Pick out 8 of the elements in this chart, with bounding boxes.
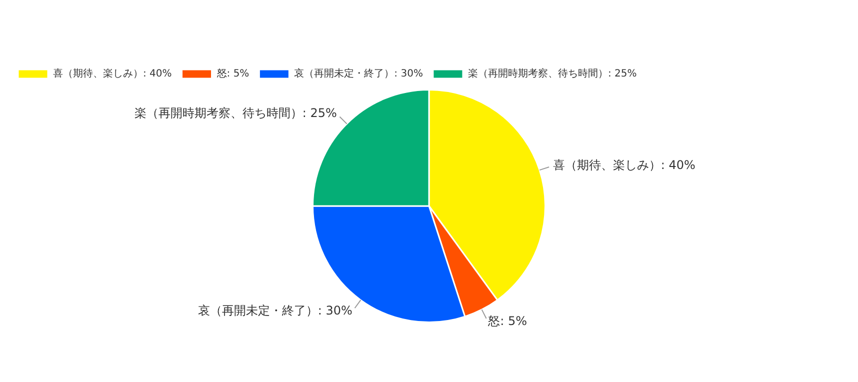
slice-label: 哀（再開未定・終了）: 30% (198, 304, 352, 318)
slice-label: 怒: 5% (487, 314, 528, 328)
slice-label: 喜（期待、楽しみ）: 40% (552, 158, 696, 172)
legend-label: 楽（再開時期考察、待ち時間）: 25% (468, 68, 637, 80)
legend-label: 喜（期待、楽しみ）: 40% (53, 68, 172, 80)
legend-label: 哀（再開未定・終了）: 30% (294, 68, 423, 80)
slice-label: 楽（再開時期考察、待ち時間）: 25% (134, 106, 337, 120)
legend-label: 怒: 5% (216, 68, 250, 80)
